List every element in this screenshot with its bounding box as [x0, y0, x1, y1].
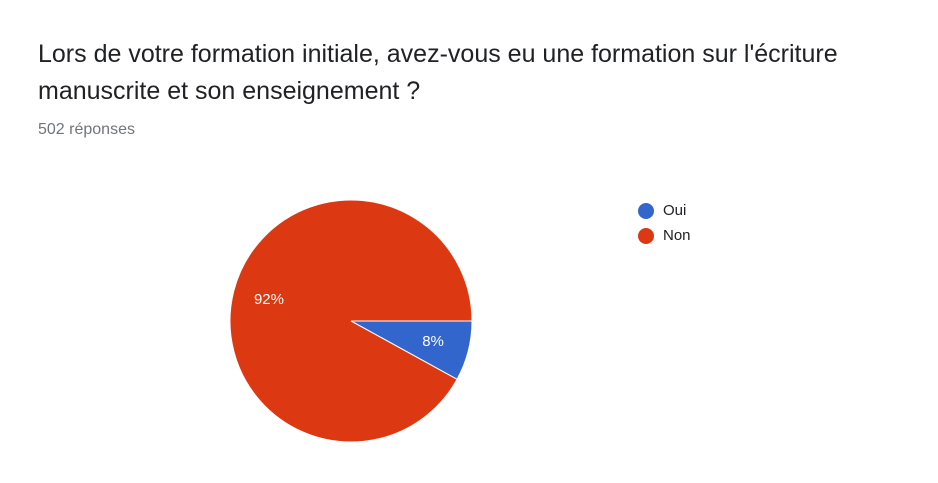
pie-label-non: 92%	[254, 291, 284, 308]
pie-slice-labels: 8% 92%	[254, 291, 444, 350]
chart-legend: Oui Non	[638, 198, 691, 248]
legend-item-oui[interactable]: Oui	[638, 198, 691, 223]
pie-label-oui: 8%	[422, 333, 444, 350]
question-title: Lors de votre formation initiale, avez-v…	[38, 40, 838, 105]
legend-swatch-non	[638, 227, 654, 244]
legend-label-oui: Oui	[663, 202, 687, 219]
legend-label-non: Non	[663, 227, 691, 244]
pie-slice-non[interactable]	[229, 199, 473, 443]
legend-swatch-oui	[638, 202, 654, 219]
legend-item-non[interactable]: Non	[638, 223, 691, 248]
pie-slices	[229, 199, 473, 443]
response-count: 502 réponses	[38, 121, 135, 138]
